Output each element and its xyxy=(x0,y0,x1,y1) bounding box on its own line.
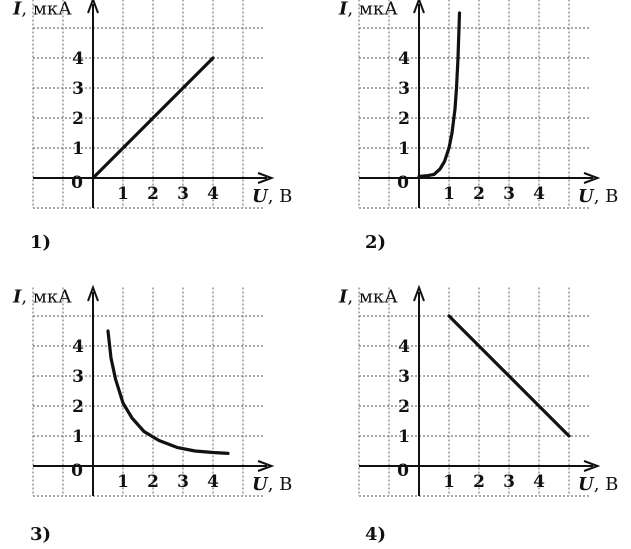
x-tick-label: 2 xyxy=(147,472,159,492)
x-axis-arrow xyxy=(257,460,275,472)
x-tick-label: 1 xyxy=(117,184,129,204)
x-tick-label: 1 xyxy=(443,472,455,492)
y-tick-label: 2 xyxy=(398,109,410,129)
x-axis-label: U, В xyxy=(252,186,292,207)
x-axis-variable: U xyxy=(578,474,595,495)
x-axis-unit: , В xyxy=(594,186,619,207)
x-tick-label: 1 xyxy=(443,184,455,204)
y-tick-label: 3 xyxy=(72,367,84,387)
x-axis-arrow xyxy=(583,172,601,184)
origin-label: 0 xyxy=(397,461,409,481)
x-axis-arrow xyxy=(257,172,275,184)
x-tick-label: 2 xyxy=(473,184,485,204)
y-tick-label: 4 xyxy=(72,337,84,357)
x-axis-variable: U xyxy=(578,186,595,207)
x-axis-variable: U xyxy=(252,186,269,207)
y-tick-label: 4 xyxy=(72,49,84,69)
chart-number: 4) xyxy=(365,524,386,545)
x-tick-label: 3 xyxy=(177,472,189,492)
y-tick-label: 4 xyxy=(398,337,410,357)
y-tick-label: 1 xyxy=(72,427,84,447)
y-axis-variable: I xyxy=(12,287,22,308)
y-axis-unit: , мкА xyxy=(347,287,398,308)
x-axis-unit: , В xyxy=(594,474,619,495)
x-tick-label: 4 xyxy=(533,472,545,492)
y-axis-arrow xyxy=(413,0,425,14)
y-tick-label: 1 xyxy=(398,139,410,159)
y-axis-unit: , мкА xyxy=(21,0,72,20)
y-axis-unit: , мкА xyxy=(347,0,398,20)
y-axis-label: I, мкА xyxy=(12,287,72,308)
y-axis-label: I, мкА xyxy=(338,287,398,308)
x-axis-unit: , В xyxy=(268,186,293,207)
y-axis-arrow xyxy=(87,0,99,14)
chart-number: 2) xyxy=(365,232,386,253)
y-tick-label: 2 xyxy=(398,397,410,417)
y-axis-variable: I xyxy=(12,0,22,20)
y-tick-label: 3 xyxy=(398,79,410,99)
x-axis-label: U, В xyxy=(252,474,292,495)
origin-label: 0 xyxy=(71,461,83,481)
x-tick-label: 4 xyxy=(207,184,219,204)
x-axis-variable: U xyxy=(252,474,269,495)
x-tick-label: 4 xyxy=(533,184,545,204)
x-axis-unit: , В xyxy=(268,474,293,495)
x-axis-label: U, В xyxy=(578,474,618,495)
x-tick-label: 1 xyxy=(117,472,129,492)
x-tick-label: 2 xyxy=(147,184,159,204)
x-axis-label: U, В xyxy=(578,186,618,207)
chart-number: 3) xyxy=(30,524,51,545)
origin-label: 0 xyxy=(71,173,83,193)
y-axis-arrow xyxy=(87,284,99,302)
y-tick-label: 2 xyxy=(72,109,84,129)
series-line xyxy=(417,11,462,179)
y-tick-label: 4 xyxy=(398,49,410,69)
y-axis-variable: I xyxy=(338,0,348,20)
chart-number: 1) xyxy=(30,232,51,253)
series-line xyxy=(91,56,215,180)
x-tick-label: 3 xyxy=(503,472,515,492)
x-tick-label: 4 xyxy=(207,472,219,492)
y-axis-arrow xyxy=(413,284,425,302)
y-axis-variable: I xyxy=(338,287,348,308)
series-line xyxy=(106,329,230,455)
series-line xyxy=(447,314,571,438)
y-tick-label: 3 xyxy=(72,79,84,99)
y-tick-label: 1 xyxy=(398,427,410,447)
y-tick-label: 3 xyxy=(398,367,410,387)
x-tick-label: 2 xyxy=(473,472,485,492)
y-axis-label: I, мкА xyxy=(12,0,72,20)
y-tick-label: 2 xyxy=(72,397,84,417)
x-tick-label: 3 xyxy=(503,184,515,204)
origin-label: 0 xyxy=(397,173,409,193)
x-axis-arrow xyxy=(583,460,601,472)
y-axis-unit: , мкА xyxy=(21,287,72,308)
y-axis-label: I, мкА xyxy=(338,0,398,20)
y-tick-label: 1 xyxy=(72,139,84,159)
x-tick-label: 3 xyxy=(177,184,189,204)
